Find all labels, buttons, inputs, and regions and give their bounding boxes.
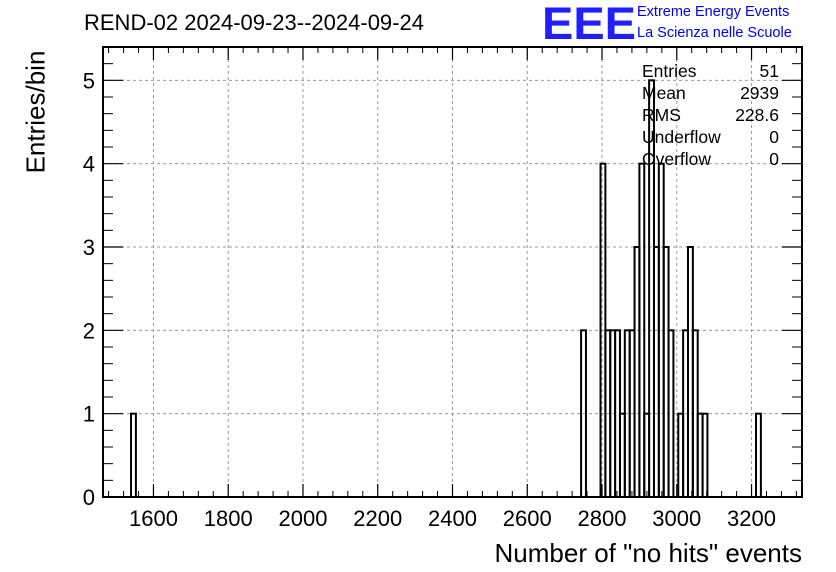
logo-line-2: La Scienza nelle Scuole bbox=[637, 25, 792, 41]
x-axis-label: Number of "no hits" events bbox=[494, 538, 803, 568]
stat-label: RMS bbox=[642, 105, 681, 125]
y-tick-label: 5 bbox=[83, 68, 95, 93]
x-tick-label: 1800 bbox=[204, 506, 253, 531]
stat-label: Overflow bbox=[642, 149, 712, 169]
axis-tick-labels: 1600 1800 2000 2200 2400 2600 2800 3000 3200 0 1 2 3… bbox=[83, 68, 776, 531]
histogram-bin bbox=[667, 329, 675, 499]
stat-value: 51 bbox=[759, 61, 779, 81]
y-tick-label: 2 bbox=[83, 318, 95, 343]
y-tick-label: 0 bbox=[83, 485, 95, 510]
stat-rms: RMS 228.6 bbox=[642, 104, 779, 126]
histogram-bin bbox=[755, 412, 762, 498]
chart-title: REND-02 2024-09-23--2024-09-24 bbox=[84, 10, 424, 35]
y-axis-label: Entries/bin bbox=[20, 50, 51, 174]
histogram-bin bbox=[130, 412, 137, 498]
x-tick-label: 2800 bbox=[578, 506, 627, 531]
stat-label: Underflow bbox=[642, 127, 721, 147]
y-tick-label: 1 bbox=[83, 402, 95, 427]
x-tick-label: 3000 bbox=[652, 506, 701, 531]
x-tick-label: 2600 bbox=[503, 506, 552, 531]
axis-ticks bbox=[103, 47, 802, 498]
x-tick-label: 2200 bbox=[353, 506, 402, 531]
x-tick-label: 2000 bbox=[279, 506, 328, 531]
x-tick-label: 3200 bbox=[727, 506, 776, 531]
logo-letters: EEE bbox=[542, 2, 636, 42]
stat-label: Entries bbox=[642, 61, 697, 81]
stat-value: 2939 bbox=[740, 83, 779, 103]
eee-logo: EEE bbox=[542, 2, 636, 42]
x-tick-label: 1600 bbox=[129, 506, 178, 531]
histogram-bin bbox=[701, 412, 709, 498]
stat-underflow: Underflow 0 bbox=[642, 126, 779, 148]
stat-value: 228.6 bbox=[735, 105, 779, 125]
logo-line-1: Extreme Energy Events bbox=[637, 4, 790, 20]
stat-mean: Mean 2939 bbox=[642, 82, 779, 104]
stat-value: 0 bbox=[769, 127, 779, 147]
stats-box: Entries 51 Mean 2939 RMS 228.6 Underflow… bbox=[642, 60, 779, 170]
y-tick-label: 4 bbox=[83, 152, 95, 177]
grid-lines bbox=[103, 47, 802, 497]
y-tick-label: 3 bbox=[83, 235, 95, 260]
stat-entries: Entries 51 bbox=[642, 60, 779, 82]
x-tick-label: 2400 bbox=[428, 506, 477, 531]
stat-overflow: Overflow 0 bbox=[642, 148, 779, 170]
stat-label: Mean bbox=[642, 83, 686, 103]
stat-value: 0 bbox=[769, 149, 779, 169]
